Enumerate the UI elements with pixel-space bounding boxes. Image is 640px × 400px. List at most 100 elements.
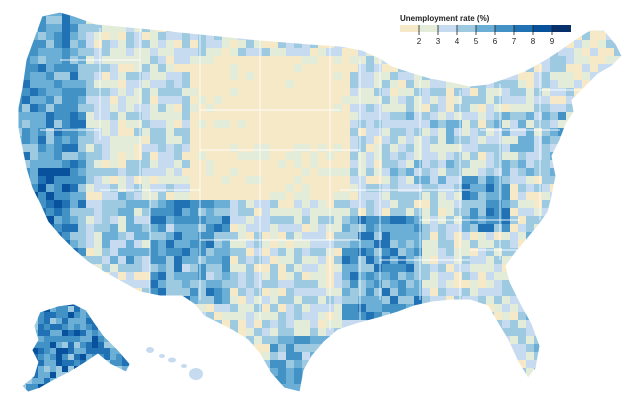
county-cell (206, 176, 215, 185)
county-cell (366, 280, 375, 289)
county-cell (534, 200, 543, 209)
county-cell (382, 128, 391, 137)
county-cell (406, 200, 415, 209)
county-cell (116, 304, 123, 307)
county-cell (350, 208, 359, 217)
county-cell (598, 64, 607, 73)
county-cell (122, 354, 129, 361)
county-cell (142, 16, 151, 25)
county-cell (342, 16, 351, 25)
county-cell (342, 152, 351, 161)
county-cell (110, 330, 117, 337)
county-cell (270, 320, 279, 329)
county-cell (518, 72, 527, 81)
county-cell (182, 344, 191, 353)
county-cell (318, 288, 327, 297)
county-cell (374, 112, 383, 121)
county-cell (502, 120, 511, 129)
county-cell (62, 348, 69, 355)
county-cell (246, 192, 255, 201)
county-cell (166, 208, 175, 217)
county-cell (254, 12, 263, 17)
county-cell (302, 176, 311, 185)
county-cell (318, 384, 327, 392)
county-cell (446, 392, 454, 400)
county-cell (486, 112, 495, 121)
county-cell (134, 224, 143, 233)
county-cell (462, 128, 471, 137)
county-cell (246, 176, 255, 185)
county-cell (142, 72, 151, 81)
county-cell (478, 264, 487, 273)
county-cell (350, 160, 359, 169)
county-cell (566, 280, 575, 289)
county-cell (222, 80, 231, 89)
county-cell (18, 360, 23, 369)
county-cell (486, 264, 495, 273)
county-cell (262, 304, 271, 313)
county-cell (518, 128, 527, 137)
county-cell (366, 112, 375, 121)
county-cell (286, 224, 295, 233)
county-cell (94, 12, 103, 17)
county-cell (486, 224, 495, 233)
county-cell (294, 184, 303, 193)
county-cell (486, 256, 495, 265)
county-cell (246, 128, 255, 137)
county-cell (558, 200, 567, 209)
county-cell (56, 336, 63, 343)
county-cell (238, 288, 247, 297)
county-cell (406, 392, 414, 400)
county-cell (214, 24, 223, 33)
county-cell (342, 224, 351, 233)
county-cell (302, 104, 311, 113)
county-cell (270, 104, 279, 113)
county-cell (494, 304, 503, 313)
county-cell (478, 160, 487, 169)
county-cell (22, 306, 27, 313)
county-cell (342, 248, 351, 257)
county-cell (566, 328, 575, 337)
county-cell (390, 224, 399, 233)
county-cell (46, 128, 55, 137)
county-cell (134, 320, 143, 329)
county-cell (50, 304, 57, 307)
county-cell (70, 160, 79, 169)
county-cell (198, 384, 207, 392)
county-cell (254, 376, 263, 385)
county-cell (86, 368, 95, 377)
county-cell (438, 168, 447, 177)
county-cell (198, 160, 207, 169)
county-cell (574, 12, 583, 17)
county-cell (454, 304, 463, 313)
county-cell (574, 160, 583, 169)
county-cell (238, 320, 247, 329)
county-cell (78, 16, 87, 25)
county-cell (342, 264, 351, 273)
county-cell (406, 352, 415, 361)
county-cell (190, 240, 199, 249)
county-cell (598, 232, 607, 241)
county-cell (198, 80, 207, 89)
county-cell (254, 192, 263, 201)
county-cell (438, 192, 447, 201)
county-cell (358, 16, 367, 25)
county-cell (606, 24, 615, 33)
county-cell (558, 344, 567, 353)
county-cell (86, 160, 95, 169)
county-cell (246, 224, 255, 233)
county-cell (590, 128, 599, 137)
county-cell (270, 120, 279, 129)
county-cell (390, 336, 399, 345)
county-cell (254, 48, 263, 57)
county-cell (254, 360, 263, 369)
county-cell (116, 342, 123, 349)
county-cell (74, 312, 81, 319)
county-cell (310, 160, 319, 169)
county-cell (398, 288, 407, 297)
county-cell (582, 32, 591, 41)
county-cell (470, 152, 479, 161)
county-cell (74, 378, 81, 385)
county-cell (222, 344, 231, 353)
county-cell (622, 232, 630, 240)
